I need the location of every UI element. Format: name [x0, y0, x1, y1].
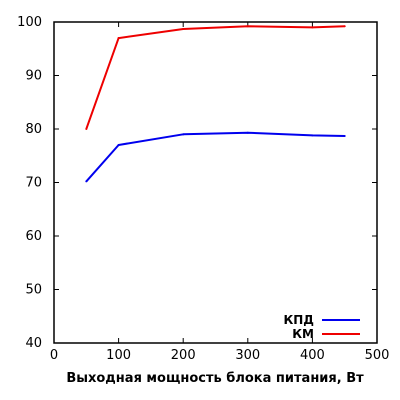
x-tick-label: 300	[235, 348, 260, 363]
data-point	[311, 134, 314, 137]
data-point	[117, 144, 120, 147]
plot-frame	[53, 21, 378, 344]
legend-label: КПД	[283, 313, 314, 327]
x-axis-label: Выходная мощность блока питания, Вт	[66, 371, 364, 386]
series-line-1	[85, 25, 345, 130]
x-tick-label: 0	[50, 348, 58, 363]
y-tick-label: 90	[25, 69, 42, 84]
x-tick-label: 200	[171, 348, 196, 363]
data-point	[182, 27, 185, 30]
x-axis-ticks: 0 100 200 300 400 500	[50, 22, 390, 363]
legend-label: КМ	[292, 327, 314, 341]
data-point	[343, 134, 346, 137]
x-tick-label: 400	[300, 348, 325, 363]
y-tick-label: 70	[25, 176, 42, 191]
series-lines	[85, 25, 346, 183]
data-point	[182, 133, 185, 136]
data-point	[85, 180, 88, 183]
y-tick-label: 40	[25, 336, 42, 351]
data-point	[311, 26, 314, 29]
data-point	[246, 25, 249, 28]
y-tick-label: 100	[17, 15, 42, 30]
y-tick-label: 80	[25, 122, 42, 137]
data-point	[246, 131, 249, 134]
data-point	[343, 25, 346, 28]
data-point	[117, 37, 120, 40]
data-point	[85, 128, 88, 130]
x-tick-label: 500	[365, 348, 390, 363]
y-axis-ticks: 40 50 60 70 80 90 100	[17, 15, 377, 351]
y-tick-label: 60	[25, 229, 42, 244]
series-line-0	[85, 131, 345, 183]
x-tick-label: 100	[106, 348, 131, 363]
y-tick-label: 50	[25, 283, 42, 298]
